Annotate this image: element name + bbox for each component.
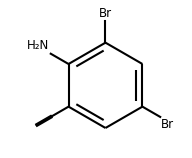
Text: Br: Br (99, 7, 112, 20)
Text: Br: Br (161, 118, 174, 131)
Text: H₂N: H₂N (27, 39, 49, 52)
